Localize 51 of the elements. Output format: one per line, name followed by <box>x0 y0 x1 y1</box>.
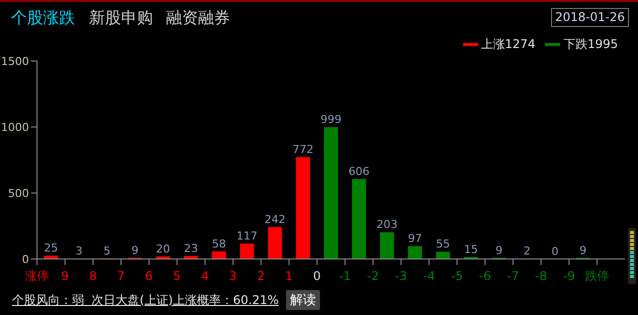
data-label: 97 <box>408 232 422 246</box>
data-label: 606 <box>348 165 370 178</box>
x-tick-label: 3 <box>229 269 237 283</box>
data-label: 23 <box>184 242 198 255</box>
data-label: 0 <box>552 245 558 258</box>
y-tick-label: 500 <box>8 186 29 200</box>
data-label: 58 <box>212 237 226 250</box>
data-label: 55 <box>436 238 450 251</box>
x-tick-label: 6 <box>145 269 153 283</box>
x-tick-label: 8 <box>89 269 97 283</box>
x-tick-label: 5 <box>173 269 181 283</box>
text: 融资融券 <box>166 8 230 29</box>
x-tick-label: 0 <box>313 269 321 283</box>
chart-title: 个股涨跌 <box>11 8 75 29</box>
y-tick-label: 0 <box>22 252 29 266</box>
data-label: 5 <box>104 244 110 258</box>
text: 个股风向：弱 次日大盘(上证)上涨概率：60.21% <box>12 292 279 309</box>
legend-label: 下跌1995 <box>563 36 618 53</box>
x-tick-label: 9 <box>61 269 69 283</box>
x-tick-label: -1 <box>339 269 351 283</box>
x-tick-label: -4 <box>423 269 435 283</box>
x-tick-label: 2 <box>257 269 265 283</box>
data-label: 20 <box>156 242 170 256</box>
x-tick-label: 7 <box>117 269 125 283</box>
data-label: 3 <box>76 244 82 258</box>
y-tick-label: 1000 <box>1 120 29 134</box>
data-label: 25 <box>44 242 58 255</box>
x-tick-label: -2 <box>367 269 379 283</box>
x-tick-label: -9 <box>563 269 575 283</box>
text: 新股申购 <box>89 8 153 29</box>
data-label: 203 <box>376 218 398 232</box>
data-label: 772 <box>292 143 314 156</box>
data-label: 15 <box>464 243 478 256</box>
text: 2018-01-26 <box>551 8 629 27</box>
y-tick-label: 1500 <box>1 54 29 68</box>
x-tick-label: 4 <box>201 269 209 283</box>
data-label: 117 <box>236 230 258 243</box>
x-tick-label: 1 <box>285 269 293 283</box>
data-label: 2 <box>524 244 530 258</box>
x-tick-label: -7 <box>507 269 519 283</box>
data-label: 999 <box>320 113 342 126</box>
legend-label: 上涨1274 <box>480 36 536 53</box>
x-tick-label: -3 <box>395 269 407 283</box>
data-label: 9 <box>132 244 138 257</box>
x-tick-label: -5 <box>451 269 463 283</box>
data-label: 9 <box>496 244 502 257</box>
text: 解读 <box>286 290 320 310</box>
data-label: 242 <box>264 213 286 226</box>
data-label: 9 <box>580 244 586 257</box>
x-tick-label: -6 <box>479 269 491 283</box>
x-tick-label: -8 <box>535 269 547 283</box>
